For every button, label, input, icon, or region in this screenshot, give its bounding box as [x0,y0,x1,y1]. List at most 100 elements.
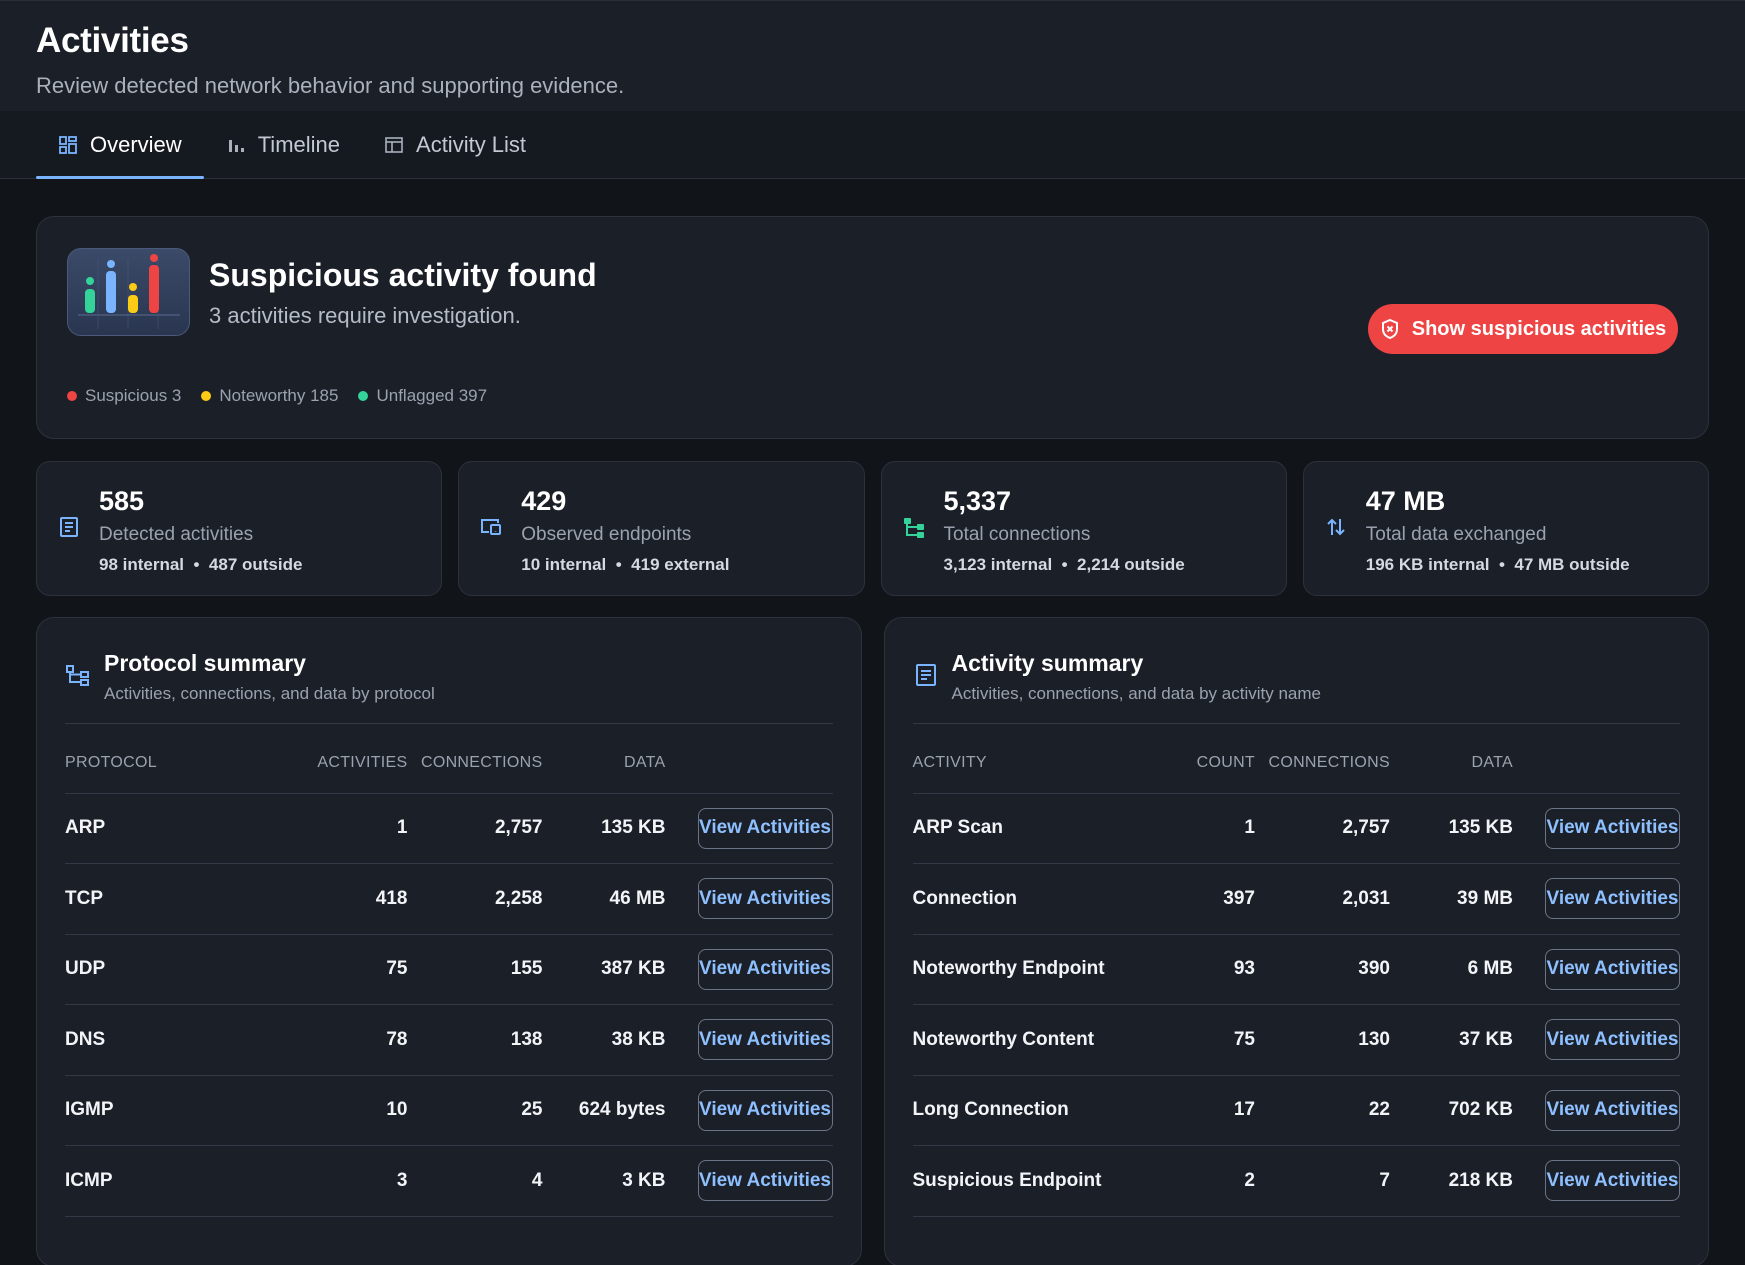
show-suspicious-label: Show suspicious activities [1411,317,1667,340]
view-activities-button[interactable]: View Activities [697,1089,833,1131]
document-icon [915,664,936,686]
table-cell: 138 [407,1004,543,1076]
table-row: ICMP 3 4 3 KB View Activities [65,1145,833,1217]
tab-label: Activity List [416,131,527,157]
hierarchy-icon [66,665,89,686]
swap-arrows-icon [1327,518,1345,536]
tab-label: Overview [90,131,182,157]
stat-value: 47 MB [1365,486,1446,516]
column-header: DATA [1390,724,1513,794]
view-activities-button[interactable]: View Activities [697,1019,833,1061]
stat-label: Detected activities [99,524,254,545]
flag-legend: Suspicious 3 Noteworthy 185 Unflagged 39… [67,386,487,406]
view-activities-button[interactable]: View Activities [1545,1089,1680,1131]
tab-label: Timeline [257,131,341,157]
table-cell: 37 KB [1390,1004,1513,1076]
table-cell: Noteworthy Endpoint [912,934,1155,1005]
view-activities-button[interactable]: View Activities [1545,878,1680,920]
table-cell-action: View Activities [1513,793,1680,864]
table-cell-action: View Activities [665,863,833,935]
table-cell-action: View Activities [665,793,833,864]
table-cell: 2,258 [407,863,543,935]
view-activities-button[interactable]: View Activities [697,1160,833,1202]
yellow-dot-icon [201,391,212,401]
table-cell: 702 KB [1390,1075,1513,1146]
table-cell: 4 [407,1145,543,1217]
stat-value: 429 [521,486,567,516]
table-cell: UDP [65,934,278,1005]
table-cell: 39 MB [1390,863,1513,935]
table-row: Noteworthy Endpoint 93 390 6 MB View Activit… [912,934,1680,1005]
table-cell: 390 [1255,934,1390,1005]
stat-label: Observed endpoints [521,524,692,545]
table-cell-action: View Activities [1513,1004,1680,1076]
table-row: ARP Scan 1 2,757 135 KB View Activities [912,793,1680,864]
table-cell: IGMP [65,1075,278,1146]
view-activities-button[interactable]: View Activities [697,948,833,990]
panel-subtitle: Activities, connections, and data by act… [951,684,1321,703]
table-row: ARP 1 2,757 135 KB View Activities [65,793,833,864]
table-cell: 2,757 [407,793,543,864]
view-activities-button[interactable]: View Activities [1545,807,1680,849]
stat-observed-endpoints: 429 Observed endpoints 10 internal • 419… [458,461,865,596]
stat-detected-activities: 585 Detected activities 98 internal • 48… [36,461,443,596]
table-cell: 75 [277,934,408,1005]
page-subtitle: Review detected network behavior and sup… [36,73,625,98]
suspicious-alert-card: Suspicious activity found 3 activities r… [36,216,1709,439]
table-cell: 22 [1255,1075,1390,1146]
activity-table: ACTIVITY COUNT CONNECTIONS DATA ARP Scan… [912,724,1680,1217]
column-header: COUNT [1155,724,1255,794]
view-activities-button[interactable]: View Activities [1545,1019,1680,1061]
protocol-summary-panel: Protocol summary Activities, connections… [36,617,862,1265]
table-cell: ICMP [65,1145,278,1217]
bar-chart-icon [228,139,244,152]
tab-overview[interactable]: Overview [36,111,204,179]
red-dot-icon [67,391,77,401]
stat-total-connections: 5,337 Total connections 3,123 internal •… [880,461,1287,596]
table-cell: 135 KB [1390,793,1513,864]
stat-label: Total connections [943,524,1091,545]
table-cell: 38 KB [542,1004,666,1076]
table-cell: 418 [277,863,408,935]
stat-value: 585 [99,486,145,516]
table-cell: 7 [1255,1145,1390,1217]
legend-label: Suspicious 3 [85,386,182,405]
table-cell-action: View Activities [665,1145,833,1217]
legend-label: Unflagged 397 [376,386,488,405]
view-activities-button[interactable]: View Activities [1545,1160,1680,1202]
table-cell: 135 KB [542,793,666,864]
network-icon [903,518,924,538]
view-activities-button[interactable]: View Activities [697,807,833,849]
table-cell: 3 KB [542,1145,666,1217]
view-activities-button[interactable]: View Activities [697,878,833,920]
table-row: Long Connection 17 22 702 KB View Activities [912,1075,1680,1146]
table-cell: 10 [277,1075,408,1146]
table-cell: 155 [407,934,543,1005]
table-cell: 17 [1155,1075,1255,1146]
table-cell: 1 [1155,793,1255,864]
table-cell: Suspicious Endpoint [912,1145,1155,1217]
table-row: Connection 397 2,031 39 MB View Activities [912,863,1680,935]
tab-bar: Overview Timeline Activity List [0,111,1745,179]
table-icon [385,136,403,153]
table-cell: 624 bytes [542,1075,666,1146]
table-cell-action: View Activities [1513,1075,1680,1146]
table-cell-action: View Activities [665,934,833,1005]
table-cell: DNS [65,1004,278,1076]
table-cell: 2,031 [1255,863,1390,935]
table-cell-action: View Activities [665,1004,833,1076]
view-activities-button[interactable]: View Activities [1545,948,1680,990]
table-row: Suspicious Endpoint 2 7 218 KB View Activiti… [912,1145,1680,1217]
stat-total-data: 47 MB Total data exchanged 196 KB intern… [1302,461,1709,596]
show-suspicious-button[interactable]: Show suspicious activities [1368,304,1678,354]
table-cell: 397 [1155,863,1255,935]
tab-timeline[interactable]: Timeline [204,111,362,178]
protocol-table: PROTOCOL ACTIVITIES CONNECTIONS DATA ARP… [65,724,833,1217]
stat-detail: 3,123 internal • 2,214 outside [943,555,1185,574]
page-header: Activities Review detected network behav… [0,0,1745,111]
tab-activity-list[interactable]: Activity List [362,111,548,178]
legend-suspicious: Suspicious 3 [67,386,181,406]
table-cell: 1 [277,793,408,864]
table-row: TCP 418 2,258 46 MB View Activities [65,863,833,935]
list-icon [60,517,78,537]
